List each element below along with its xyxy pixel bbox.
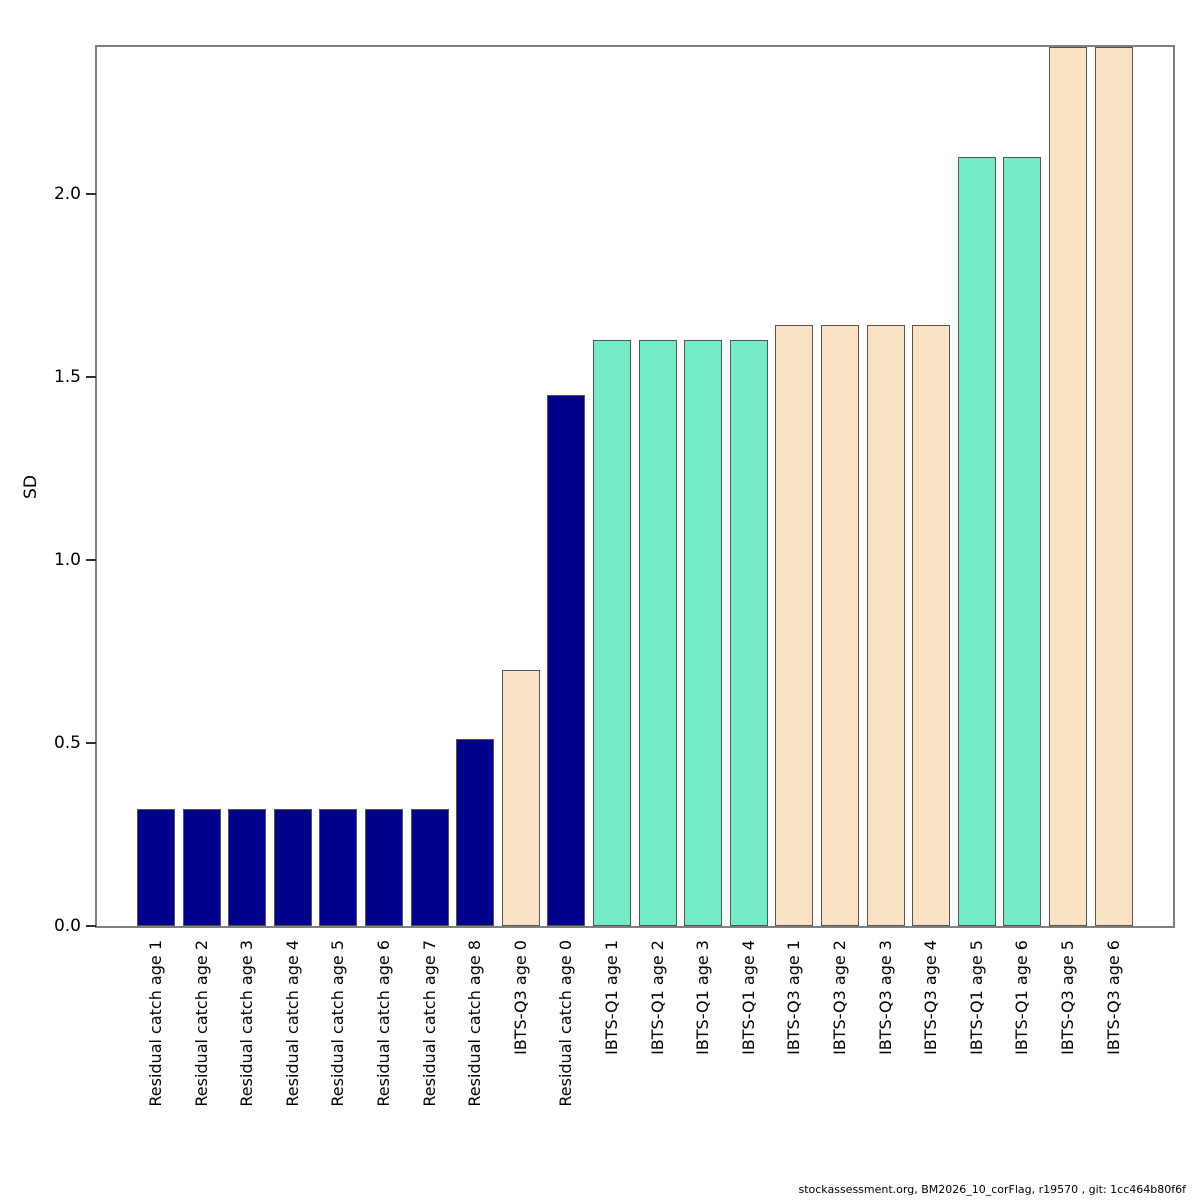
bar-ibts-q3-age-3	[866, 325, 905, 926]
x-tick-label: Residual catch age 1	[146, 940, 165, 1107]
bar-residual-catch-age-0	[547, 394, 586, 926]
x-tick-label: IBTS-Q3 age 4	[921, 940, 941, 1055]
bar-ibts-q3-age-5	[1049, 47, 1087, 926]
y-axis-title-text: SD	[21, 474, 41, 499]
x-tick-label: IBTS-Q1 age 6	[1012, 940, 1032, 1055]
bar-ibts-q1-age-1	[593, 340, 631, 926]
plot-area: SD 0.0 0.5 1.0 1.5 2.0 Residual catch age 1 Re…	[21, 45, 1175, 1107]
bar-residual-catch-age-3	[228, 808, 267, 926]
bar-ibts-q1-age-2	[638, 340, 677, 926]
bar-residual-catch-age-5	[319, 808, 358, 926]
x-tick-label: IBTS-Q1 age 4	[738, 940, 758, 1055]
x-tick-label: Residual catch age 3	[237, 940, 257, 1107]
x-tick-label: Residual catch age 2	[191, 940, 211, 1107]
bar-ibts-q3-age-1	[775, 325, 814, 926]
y-tick-mark	[86, 925, 96, 927]
x-tick-label: Residual catch age 4	[282, 940, 302, 1107]
x-tick-label: Residual catch age 0	[556, 940, 576, 1107]
y-tick-mark	[86, 741, 96, 744]
bar-residual-catch-age-7	[410, 808, 449, 926]
bar-ibts-q1-age-3	[684, 340, 723, 926]
x-tick-label: IBTS-Q1 age 3	[693, 940, 713, 1055]
bar-ibts-q1-age-6	[1003, 156, 1042, 926]
x-tick-label: IBTS-Q3 age 5	[1058, 940, 1077, 1055]
y-tick-mark	[86, 558, 96, 561]
x-tick-label: IBTS-Q3 age 1	[784, 940, 804, 1055]
x-tick-label: IBTS-Q3 age 0	[510, 940, 530, 1055]
bar-residual-catch-age-6	[365, 808, 403, 926]
bar-ibts-q3-age-6	[1094, 47, 1133, 926]
x-tick-label: Residual catch age 5	[328, 940, 348, 1107]
x-tick-label: IBTS-Q1 age 5	[966, 940, 986, 1055]
bar-ibts-q3-age-4	[912, 325, 951, 926]
y-tick-label: 0.0	[53, 916, 81, 936]
x-tick-label: IBTS-Q3 age 3	[875, 940, 895, 1055]
bar-ibts-q1-age-4	[729, 340, 768, 926]
bar-residual-catch-age-2	[182, 808, 221, 926]
x-tick-label: Residual catch age 6	[374, 940, 393, 1107]
x-tick-label: Residual catch age 8	[465, 940, 485, 1107]
x-tick-label: Residual catch age 7	[419, 940, 439, 1107]
y-tick-label: 0.5	[53, 732, 81, 753]
y-tick-mark	[86, 375, 96, 378]
x-tick-label: IBTS-Q3 age 6	[1103, 940, 1123, 1055]
y-tick-label: 1.5	[53, 366, 81, 387]
x-tick-label: IBTS-Q3 age 2	[830, 940, 849, 1055]
footer-citation: stockassessment.org, BM2026_10_corFlag, …	[798, 1183, 1186, 1196]
bar-residual-catch-age-4	[273, 808, 312, 926]
y-tick-mark	[86, 192, 96, 195]
bar-ibts-q3-age-0	[501, 669, 540, 926]
x-tick-label: IBTS-Q1 age 1	[602, 940, 621, 1055]
y-tick-label: 1.0	[53, 549, 81, 570]
bar-residual-catch-age-8	[456, 739, 495, 926]
x-tick-label: IBTS-Q1 age 2	[647, 940, 667, 1055]
bar-ibts-q1-age-5	[957, 156, 996, 926]
bar-ibts-q3-age-2	[821, 325, 859, 926]
y-tick-label: 2.0	[53, 183, 81, 204]
bar-residual-catch-age-1	[137, 808, 175, 926]
